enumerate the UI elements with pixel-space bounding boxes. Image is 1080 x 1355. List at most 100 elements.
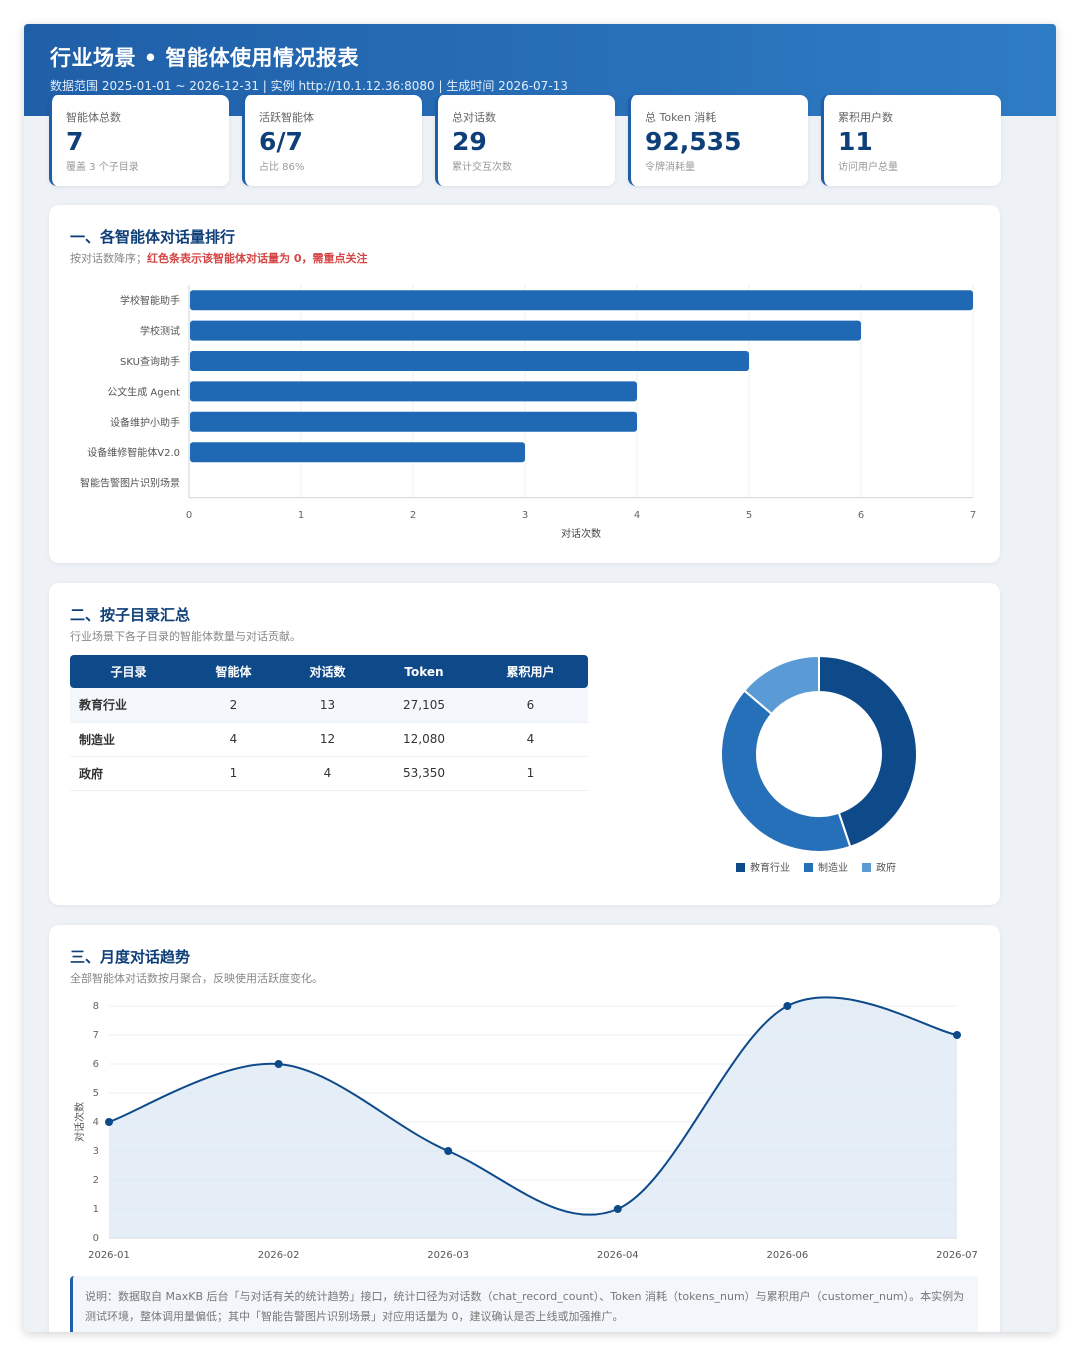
table-header-row: 子目录 智能体 对话数 Token 累积用户 <box>70 655 588 688</box>
section-desc-text: 按对话数降序； <box>70 252 147 265</box>
data-point <box>783 1002 792 1010</box>
table-cell: 2 <box>187 688 280 723</box>
legend-label: 教育行业 <box>750 861 790 874</box>
bar <box>190 411 637 432</box>
kpi-label: 总对话数 <box>452 111 496 124</box>
table-cell: 4 <box>280 756 375 791</box>
kpi-card-active: 活跃智能体 6/7 占比 86% <box>242 95 422 186</box>
kpi-label: 活跃智能体 <box>259 111 314 124</box>
y-category-label: 设备维护小助手 <box>110 416 180 429</box>
section-desc-highlight: 红色条表示该智能体对话量为 0，需重点关注 <box>147 252 368 265</box>
section-desc: 全部智能体对话数按月聚合，反映使用活跃度变化。 <box>70 972 323 985</box>
column-header: 累积用户 <box>473 655 588 688</box>
section-title: 一、各智能体对话量排行 <box>70 228 236 246</box>
donut-slice <box>818 654 918 849</box>
y-axis-title: 对话次数 <box>73 1102 86 1142</box>
kpi-sub: 累计交互次数 <box>452 162 512 173</box>
table-cell: 4 <box>187 722 280 757</box>
kpi-card-tokens: 总 Token 消耗 92,535 令牌消耗量 <box>628 95 808 186</box>
trend-line <box>108 996 958 1216</box>
column-header: 对话数 <box>280 655 375 688</box>
y-tick-label: 7 <box>93 1030 99 1041</box>
legend-label: 政府 <box>876 861 896 874</box>
column-header: Token <box>375 655 473 688</box>
y-tick-label: 1 <box>93 1204 99 1215</box>
data-point <box>105 1118 113 1126</box>
column-header: 子目录 <box>70 655 187 688</box>
y-category-label: 学校智能助手 <box>120 294 180 307</box>
table-row: 政府 1 4 53,350 1 <box>70 756 588 791</box>
legend-label: 制造业 <box>818 861 848 874</box>
table-cell: 制造业 <box>70 722 187 757</box>
x-tick-label: 7 <box>970 510 976 521</box>
section-desc: 按对话数降序；红色条表示该智能体对话量为 0，需重点关注 <box>70 250 367 266</box>
kpi-sub: 占比 86% <box>259 162 305 173</box>
x-axis-title: 对话次数 <box>561 527 601 540</box>
report-meta: 数据范围 2025-01-01 ~ 2026-12-31 | 实例 http:/… <box>50 79 568 93</box>
kpi-value: 92,535 <box>645 127 742 156</box>
y-category-label: 智能告警图片识别场景 <box>80 477 180 490</box>
x-tick-label: 0 <box>186 510 192 521</box>
subdirectory-donut-chart: 教育行业 制造业 政府 <box>720 654 918 874</box>
column-header: 智能体 <box>187 655 280 688</box>
x-tick-label: 2026-04 <box>597 1250 639 1261</box>
kpi-sub: 覆盖 3 个子目录 <box>66 162 139 173</box>
bar <box>190 351 749 371</box>
table-cell: 12,080 <box>375 722 473 757</box>
x-tick-label: 4 <box>634 510 640 521</box>
legend-swatch <box>736 863 745 872</box>
y-tick-label: 2 <box>93 1175 99 1186</box>
bar <box>190 442 525 463</box>
kpi-sub: 令牌消耗量 <box>645 162 695 173</box>
data-point <box>953 1031 961 1039</box>
section-title: 三、月度对话趋势 <box>70 948 191 966</box>
report-page: 行业场景 • 智能体使用情况报表 数据范围 2025-01-01 ~ 2026-… <box>24 24 1056 1332</box>
report-note: 说明：数据取自 MaxKB 后台「与对话有关的统计趋势」接口，统计口径为对话数（… <box>70 1276 978 1332</box>
x-tick-label: 2 <box>410 510 416 521</box>
table-cell: 27,105 <box>375 688 473 723</box>
legend-swatch <box>804 863 813 872</box>
x-tick-label: 5 <box>746 510 752 521</box>
table-cell: 1 <box>473 756 588 791</box>
kpi-label: 累积用户数 <box>838 111 893 124</box>
y-category-label: SKU查询助手 <box>120 355 180 368</box>
x-tick-label: 1 <box>298 510 304 521</box>
kpi-sub: 访问用户总量 <box>838 162 898 173</box>
donut-slice <box>742 654 820 716</box>
data-point <box>613 1205 622 1213</box>
y-category-label: 设备维修智能体V2.0 <box>87 446 180 459</box>
table-row: 制造业 4 12 12,080 4 <box>70 722 588 757</box>
kpi-value: 11 <box>838 127 873 156</box>
x-tick-label: 2026-03 <box>427 1250 469 1261</box>
y-category-label: 学校测试 <box>140 325 180 338</box>
y-tick-label: 5 <box>93 1088 99 1099</box>
kpi-label: 智能体总数 <box>66 111 121 124</box>
bar <box>190 320 861 341</box>
data-point <box>444 1147 453 1155</box>
y-tick-label: 3 <box>93 1146 99 1157</box>
kpi-card-users: 累积用户数 11 访问用户总量 <box>821 95 1001 186</box>
bar <box>190 381 637 402</box>
y-tick-label: 4 <box>93 1117 99 1128</box>
x-tick-label: 2026-07 <box>936 1250 978 1261</box>
legend-swatch <box>862 863 871 872</box>
x-tick-label: 2026-02 <box>258 1250 300 1261</box>
donut-slice <box>720 689 852 853</box>
table-cell: 12 <box>280 722 375 757</box>
table-cell: 1 <box>187 756 280 791</box>
table-cell: 6 <box>473 688 588 723</box>
table-cell: 13 <box>280 688 375 723</box>
x-tick-label: 3 <box>522 510 528 521</box>
table-cell: 教育行业 <box>70 688 187 723</box>
x-tick-label: 2026-01 <box>88 1250 130 1261</box>
kpi-label: 总 Token 消耗 <box>645 111 717 124</box>
section-subdirectory-summary: 二、按子目录汇总 行业场景下各子目录的智能体数量与对话贡献。 子目录 智能体 对… <box>49 583 1000 905</box>
section-title: 二、按子目录汇总 <box>70 606 191 624</box>
y-tick-label: 8 <box>93 1001 99 1012</box>
monthly-trend-area-chart: 0 1 2 3 4 5 6 7 8 2026-01 2026-02 2026-03 2026-04 202… <box>73 996 978 1261</box>
section-agent-ranking: 一、各智能体对话量排行 按对话数降序；红色条表示该智能体对话量为 0，需重点关注… <box>49 205 1000 563</box>
x-tick-label: 6 <box>858 510 864 521</box>
x-tick-label: 2026-06 <box>767 1250 809 1261</box>
section-desc: 行业场景下各子目录的智能体数量与对话贡献。 <box>70 630 301 643</box>
